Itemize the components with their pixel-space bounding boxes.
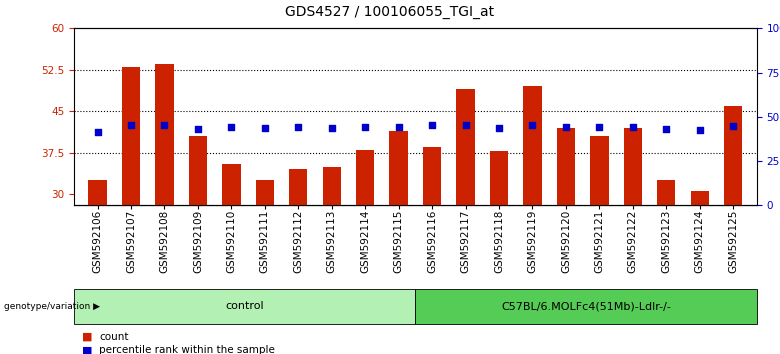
- Point: [192, 126, 204, 132]
- Text: C57BL/6.MOLFc4(51Mb)-Ldlr-/-: C57BL/6.MOLFc4(51Mb)-Ldlr-/-: [501, 301, 671, 311]
- Text: GSM592122: GSM592122: [628, 209, 638, 273]
- Point: [225, 125, 238, 130]
- Bar: [122, 67, 140, 205]
- Bar: [256, 181, 274, 205]
- Text: GSM592111: GSM592111: [260, 209, 270, 273]
- Point: [727, 123, 739, 129]
- FancyBboxPatch shape: [415, 289, 757, 324]
- Bar: [690, 192, 709, 205]
- Text: GSM592110: GSM592110: [226, 209, 236, 273]
- Text: GSM592114: GSM592114: [360, 209, 370, 273]
- Text: GSM592124: GSM592124: [695, 209, 704, 273]
- Text: GSM592115: GSM592115: [394, 209, 403, 273]
- Point: [158, 122, 171, 128]
- Bar: [356, 150, 374, 205]
- Text: ■: ■: [82, 332, 92, 342]
- Text: GSM592119: GSM592119: [527, 209, 537, 273]
- Bar: [523, 86, 541, 205]
- Bar: [289, 169, 307, 205]
- Text: GSM592120: GSM592120: [561, 209, 571, 273]
- Bar: [456, 89, 475, 205]
- Text: percentile rank within the sample: percentile rank within the sample: [99, 346, 275, 354]
- Point: [493, 125, 505, 131]
- Text: GSM592109: GSM592109: [193, 209, 203, 273]
- Bar: [423, 147, 441, 205]
- Point: [626, 125, 639, 130]
- Text: GSM592118: GSM592118: [494, 209, 504, 273]
- Bar: [624, 128, 642, 205]
- Bar: [724, 106, 743, 205]
- Bar: [222, 164, 240, 205]
- Text: genotype/variation ▶: genotype/variation ▶: [4, 302, 100, 311]
- Bar: [155, 64, 174, 205]
- Point: [325, 125, 338, 131]
- Text: GSM592125: GSM592125: [729, 209, 738, 273]
- Point: [359, 125, 371, 130]
- Bar: [657, 181, 675, 205]
- Text: control: control: [225, 301, 264, 311]
- Text: GSM592106: GSM592106: [93, 209, 102, 273]
- Point: [526, 122, 539, 128]
- Bar: [189, 136, 207, 205]
- Point: [258, 125, 271, 131]
- Text: count: count: [99, 332, 129, 342]
- Bar: [322, 167, 341, 205]
- Text: ■: ■: [82, 346, 92, 354]
- Text: GSM592113: GSM592113: [327, 209, 337, 273]
- Point: [292, 125, 304, 130]
- Text: GSM592107: GSM592107: [126, 209, 136, 273]
- Point: [693, 127, 706, 133]
- Bar: [557, 128, 575, 205]
- Text: GSM592123: GSM592123: [661, 209, 672, 273]
- Point: [392, 124, 405, 130]
- Text: GSM592121: GSM592121: [594, 209, 604, 273]
- Text: GSM592116: GSM592116: [427, 209, 437, 273]
- Point: [426, 122, 438, 128]
- Text: GSM592108: GSM592108: [159, 209, 169, 273]
- Text: GSM592112: GSM592112: [293, 209, 303, 273]
- Point: [125, 122, 137, 128]
- Text: GDS4527 / 100106055_TGI_at: GDS4527 / 100106055_TGI_at: [285, 5, 495, 19]
- Point: [91, 129, 104, 135]
- FancyBboxPatch shape: [74, 289, 415, 324]
- Bar: [88, 181, 107, 205]
- Point: [459, 122, 472, 128]
- Bar: [590, 136, 608, 205]
- Bar: [389, 131, 408, 205]
- Bar: [490, 151, 509, 205]
- Point: [660, 126, 672, 132]
- Text: GSM592117: GSM592117: [460, 209, 470, 273]
- Point: [560, 124, 573, 130]
- Point: [593, 124, 605, 130]
